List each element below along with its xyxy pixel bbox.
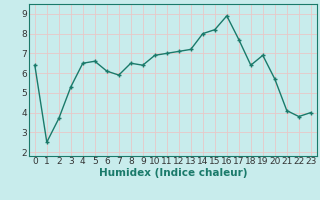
- X-axis label: Humidex (Indice chaleur): Humidex (Indice chaleur): [99, 168, 247, 178]
